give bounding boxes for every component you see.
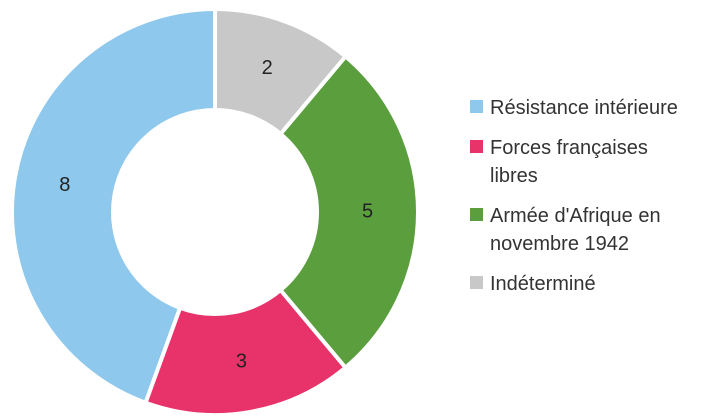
legend-label: Armée d'Afrique en novembre 1942 [490,205,661,255]
legend-swatch [470,276,483,289]
legend-item: Résistance intérieure [470,94,715,122]
legend-item: Armée d'Afrique en novembre 1942 [470,202,715,258]
legend-swatch [470,208,483,221]
donut-slice [9,6,217,406]
data-label: 2 [262,57,273,79]
data-label: 8 [59,174,70,196]
legend-label: Indéterminé [490,273,596,295]
data-label: 5 [362,200,373,222]
donut-slice [277,53,420,371]
legend: Résistance intérieure Forces françaises l… [470,94,715,310]
legend-swatch [470,100,483,113]
legend-label: Résistance intérieure [490,97,678,119]
chart: 8 3 5 2 [9,6,420,416]
legend-item: Forces françaises libres [470,134,715,190]
donut-slice [213,6,349,137]
data-label: 3 [236,350,247,372]
donut-slice [143,287,349,416]
legend-item: Indéterminé [470,270,715,298]
legend-label: Forces françaises libres [490,137,648,187]
legend-swatch [470,140,483,153]
